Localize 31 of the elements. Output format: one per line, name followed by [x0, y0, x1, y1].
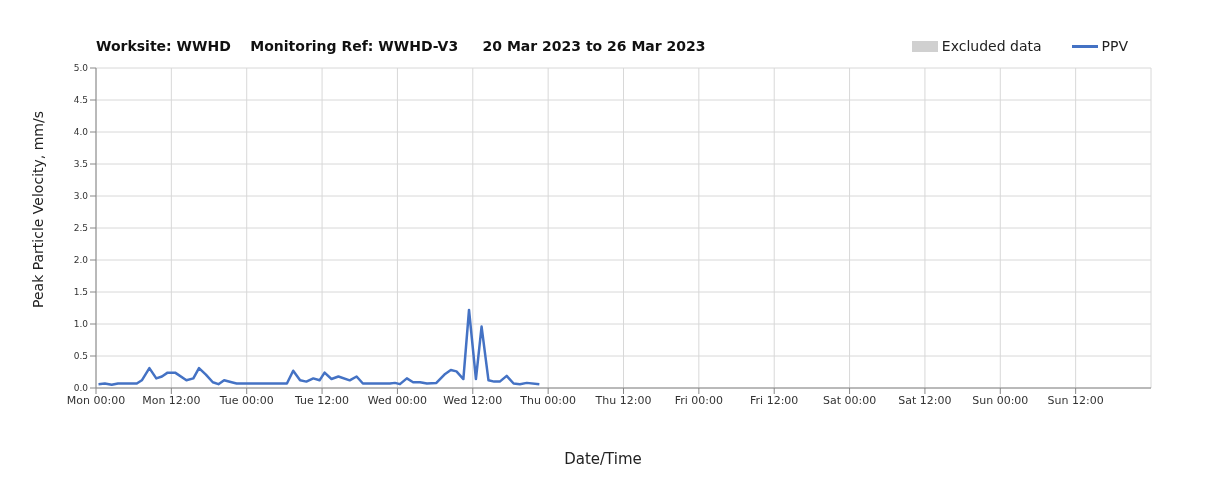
y-axis-title: Peak Particle Velocity, mm/s: [29, 111, 46, 308]
y-tick-label: 4.0: [73, 127, 89, 138]
x-tick-label: Sat 12:00: [898, 393, 952, 407]
y-tick-label: 3.5: [73, 159, 88, 170]
y-tick-label: 1.5: [73, 287, 88, 298]
line-series: [97, 308, 541, 387]
x-tick-label: Fri 12:00: [750, 393, 799, 407]
x-tick-label: Wed 12:00: [443, 393, 503, 407]
x-tick-label: Sat 00:00: [822, 393, 877, 407]
x-tick-label: Tue 12:00: [294, 393, 350, 407]
legend-label: PPV: [1101, 38, 1128, 54]
x-tick-label: Sun 12:00: [1047, 393, 1104, 407]
x-tick-label: Thu 12:00: [594, 393, 652, 407]
y-tick-label: 0.0: [73, 383, 89, 394]
y-tick-label: 1.0: [73, 319, 89, 330]
x-tick-label: Tue 00:00: [218, 393, 274, 407]
y-tick-label: 2.0: [73, 255, 89, 266]
x-tick-label: Fri 00:00: [674, 393, 724, 407]
y-tick-label: 0.5: [73, 351, 88, 362]
y-tick-label: 2.5: [73, 223, 88, 234]
y-tick-label: 4.5: [73, 95, 88, 106]
legend-label: Excluded data: [941, 38, 1042, 54]
chart-title: Worksite: WWHD Monitoring Ref: WWHD-V3 20 Mar 2023 to 26 Mar 2023: [96, 38, 706, 54]
x-tick-label: Wed 00:00: [367, 393, 428, 407]
x-axis-title: Date/Time: [563, 450, 643, 468]
y-tick-label: 3.0: [73, 191, 89, 202]
y-tick-label: 5.0: [73, 63, 89, 74]
x-tick-label: Mon 12:00: [142, 393, 201, 407]
x-tick-label: Mon 00:00: [66, 393, 126, 407]
x-tick-label: Thu 00:00: [519, 393, 577, 407]
x-tick-label: Sun 00:00: [972, 393, 1029, 407]
